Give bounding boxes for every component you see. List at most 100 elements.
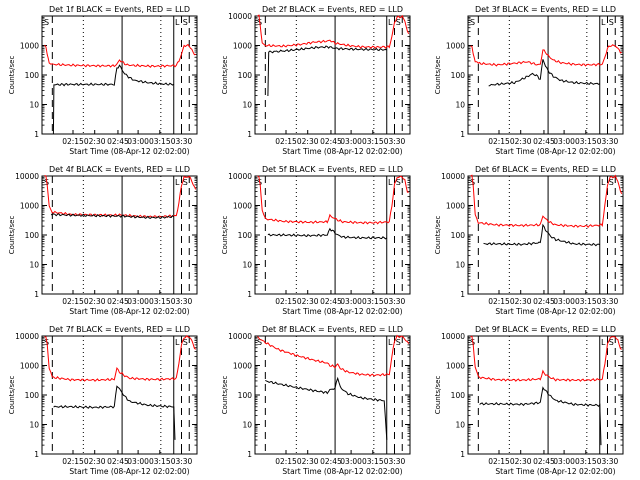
x-tick-label: 02:15 <box>488 137 510 146</box>
x-tick-label: 03:00 <box>340 297 362 306</box>
x-tick-label: 02:30 <box>297 297 319 306</box>
x-axis-label: Start Time (08-Apr-12 02:02:00) <box>282 147 402 156</box>
x-tick-label: 02:15 <box>488 297 510 306</box>
x-tick-label: 03:00 <box>127 137 149 146</box>
y-tick-label: 1000 <box>446 42 465 51</box>
y-tick-label: 1 <box>34 290 39 299</box>
y-tick-label: 10 <box>455 261 465 270</box>
marker-letter: S <box>396 178 401 187</box>
marker-letter: S <box>470 18 475 27</box>
x-tick-label: 03:30 <box>597 137 619 146</box>
x-tick-label: 02:15 <box>275 457 297 466</box>
series-events-line <box>483 223 601 247</box>
panel-title: Det 1f BLACK = Events, RED = LLD <box>49 5 190 14</box>
y-tick-label: 100 <box>451 231 466 240</box>
y-tick-label: 1 <box>247 290 252 299</box>
x-tick-label: 02:30 <box>84 297 106 306</box>
series-lld-line <box>470 335 622 382</box>
panel-det-5: Det 5f BLACK = Events, RED = LLD 1 10 100 10… <box>221 165 411 316</box>
y-tick-label: 100 <box>451 71 466 80</box>
x-axis-label: Start Time (08-Apr-12 02:02:00) <box>495 147 615 156</box>
marker-letter: S <box>609 338 614 347</box>
marker-letter: S <box>609 18 614 27</box>
panel-title: Det 7f BLACK = Events, RED = LLD <box>49 325 190 334</box>
y-tick-label: 10 <box>242 261 252 270</box>
y-tick-label: 1000 <box>233 202 252 211</box>
y-tick-label: 1000 <box>20 362 39 371</box>
y-tick-label: 100 <box>25 391 40 400</box>
y-tick-label: 100 <box>25 71 40 80</box>
series-lld-line <box>257 334 410 377</box>
y-tick-label: 1 <box>34 130 39 139</box>
series-lld-line <box>44 43 196 68</box>
x-tick-label: 03:30 <box>171 297 193 306</box>
x-tick-label: 03:15 <box>149 297 171 306</box>
marker-letter: L <box>601 338 606 347</box>
series-events-line <box>479 386 602 446</box>
x-tick-label: 03:15 <box>575 297 597 306</box>
x-tick-label: 03:00 <box>340 137 362 146</box>
x-tick-label: 03:30 <box>171 457 193 466</box>
x-tick-label: 02:30 <box>510 137 532 146</box>
y-tick-label: 10 <box>242 421 252 430</box>
marker-letter: S <box>396 338 401 347</box>
x-tick-label: 02:30 <box>297 457 319 466</box>
x-tick-label: 02:45 <box>533 297 555 306</box>
y-tick-label: 1000 <box>20 42 39 51</box>
panel-title: Det 5f BLACK = Events, RED = LLD <box>262 165 403 174</box>
x-tick-label: 02:45 <box>320 297 342 306</box>
panel-det-3: Det 3f BLACK = Events, RED = LLD 1 10 100 10… <box>434 5 624 156</box>
marker-letter: L <box>175 178 180 187</box>
x-tick-label: 02:30 <box>84 457 106 466</box>
marker-letter: S <box>183 338 188 347</box>
y-axis-label: Counts/sec <box>8 56 16 95</box>
y-tick-label: 10000 <box>228 332 252 341</box>
series-lld-line <box>470 174 623 228</box>
x-axis-label: Start Time (08-Apr-12 02:02:00) <box>69 467 189 476</box>
series-lld-line <box>257 175 409 225</box>
x-tick-label: 02:45 <box>107 297 129 306</box>
x-tick-label: 02:30 <box>510 457 532 466</box>
y-tick-label: 10000 <box>15 332 39 341</box>
y-tick-label: 100 <box>25 231 40 240</box>
y-axis-label: Counts/sec <box>434 376 442 415</box>
marker-letter: S <box>44 18 49 27</box>
y-axis-label: Counts/sec <box>8 216 16 255</box>
x-tick-label: 03:30 <box>384 297 406 306</box>
y-tick-label: 10000 <box>228 12 252 21</box>
panel-title: Det 6f BLACK = Events, RED = LLD <box>475 165 616 174</box>
y-tick-label: 100 <box>238 391 253 400</box>
y-tick-label: 10 <box>29 101 39 110</box>
y-tick-label: 10 <box>242 101 252 110</box>
y-tick-label: 10 <box>455 421 465 430</box>
x-tick-label: 02:15 <box>488 457 510 466</box>
panel-title: Det 3f BLACK = Events, RED = LLD <box>475 5 616 14</box>
x-tick-label: 03:15 <box>149 137 171 146</box>
x-tick-label: 02:45 <box>533 457 555 466</box>
x-tick-label: 02:45 <box>320 137 342 146</box>
x-tick-label: 02:15 <box>62 457 84 466</box>
y-tick-label: 1 <box>460 130 465 139</box>
x-tick-label: 03:00 <box>127 297 149 306</box>
panel-title: Det 8f BLACK = Events, RED = LLD <box>262 325 403 334</box>
marker-letter: L <box>601 178 606 187</box>
x-tick-label: 02:45 <box>107 137 129 146</box>
x-tick-label: 03:00 <box>553 297 575 306</box>
x-tick-label: 02:15 <box>275 297 297 306</box>
y-tick-label: 1000 <box>446 362 465 371</box>
y-tick-label: 1 <box>460 450 465 459</box>
y-tick-label: 1 <box>460 290 465 299</box>
y-tick-label: 10000 <box>15 172 39 181</box>
series-events-line <box>50 213 175 219</box>
panel-det-4: Det 4f BLACK = Events, RED = LLD 1 10 100 10… <box>8 165 198 316</box>
y-tick-label: 1000 <box>233 362 252 371</box>
y-axis-label: Counts/sec <box>434 56 442 95</box>
y-axis-label: Counts/sec <box>221 216 229 255</box>
x-tick-label: 03:00 <box>127 457 149 466</box>
series-events-line <box>53 385 176 440</box>
y-tick-label: 10 <box>455 101 465 110</box>
marker-letter: L <box>175 338 180 347</box>
panel-det-1: Det 1f BLACK = Events, RED = LLD 1 10 100 10… <box>8 5 198 156</box>
marker-letter: L <box>175 18 180 27</box>
